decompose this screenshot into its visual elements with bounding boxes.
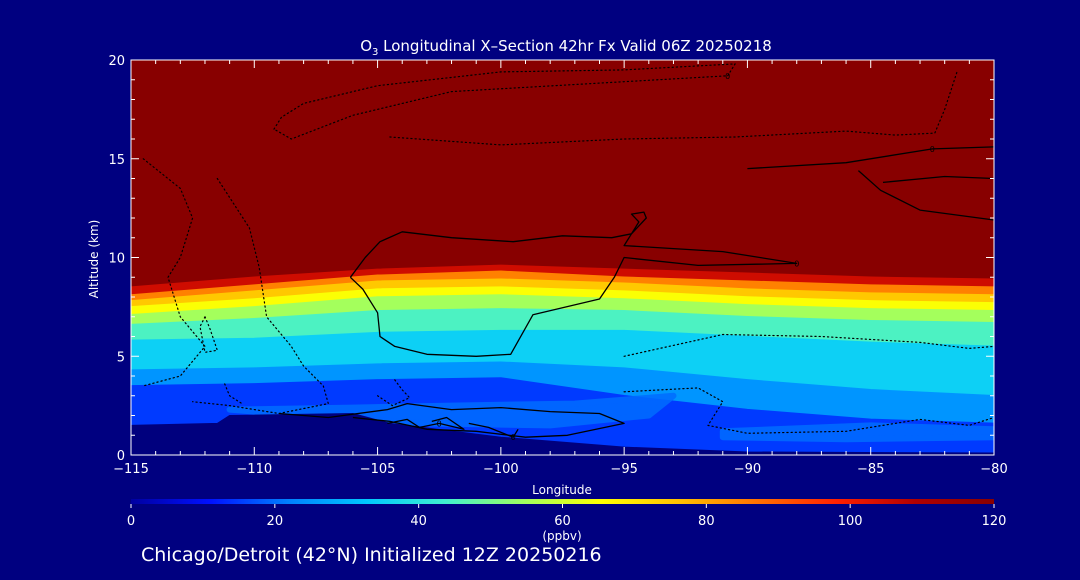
solid-contour [278, 402, 625, 438]
dotted-contour [623, 387, 994, 434]
colorbar-tick-label: 0 [127, 514, 135, 529]
y-tick-label: 5 [117, 350, 125, 365]
annotation-caption: Chicago/Detroit (42°N) Initialized 12Z 2… [141, 544, 602, 566]
x-axis-label: Longitude [532, 483, 592, 497]
x-tick-label: −100 [483, 462, 519, 477]
colorbar-tick-label: 60 [554, 514, 571, 529]
dotted-contour [192, 177, 329, 415]
colorbar-ticks: 0 20 40 60 80 100 120 [127, 504, 1007, 529]
contour-label: 0 [725, 72, 730, 81]
x-tick-label: −110 [236, 462, 272, 477]
dotted-contour [224, 383, 243, 405]
title-subscript: 3 [372, 47, 378, 58]
dotted-contour [142, 158, 206, 387]
solid-contour [387, 416, 465, 430]
title-prefix: O [360, 37, 372, 55]
chart-title: O3 Longitudinal X–Section 42hr Fx Valid … [360, 37, 772, 58]
colorbar-tick-label: 80 [698, 514, 715, 529]
colorbar-tick-label: 40 [410, 514, 427, 529]
dotted-contour [199, 316, 218, 353]
contour-label: 0 [930, 145, 935, 154]
colorbar-tick-label: 120 [982, 514, 1007, 529]
y-tick-label: 15 [108, 153, 125, 168]
contour-lines: 0 0 0 0 0 [142, 63, 994, 442]
colorbar-tick-label: 20 [267, 514, 284, 529]
colorbar-units: (ppbv) [542, 529, 581, 543]
solid-contour [857, 170, 994, 221]
solid-contour [349, 211, 798, 357]
y-tick-label: 0 [117, 449, 125, 464]
dotted-contour [377, 379, 411, 407]
colorbar [131, 499, 994, 504]
concentration-field [131, 60, 994, 455]
x-tick-label: −80 [980, 462, 1007, 477]
contour-label: 0 [437, 419, 442, 428]
solid-contour [882, 175, 994, 184]
axes: −115 −110 −105 −100 −95 −90 −85 −80 0 5 10 15 20 [108, 54, 1007, 477]
solid-contour [468, 422, 519, 438]
dotted-contour [273, 63, 736, 140]
y-axis-label: Altitude (km) [87, 220, 101, 299]
y-tick-label: 10 [108, 252, 125, 267]
x-tick-label: −90 [734, 462, 761, 477]
y-tick-label: 20 [108, 54, 125, 69]
contour-label: 0 [511, 433, 516, 442]
x-tick-label: −95 [610, 462, 637, 477]
title-text: Longitudinal X–Section 42hr Fx Valid 06Z… [378, 37, 771, 55]
x-tick-label: −115 [113, 462, 149, 477]
dotted-contour [389, 71, 958, 146]
x-tick-label: −85 [857, 462, 884, 477]
x-tick-label: −105 [360, 462, 396, 477]
dotted-contour [623, 333, 994, 357]
colorbar-tick-label: 100 [838, 514, 863, 529]
terrain [131, 412, 994, 455]
solid-contour [747, 146, 994, 170]
contour-label: 0 [794, 259, 799, 268]
o3-low-patch [719, 422, 994, 443]
